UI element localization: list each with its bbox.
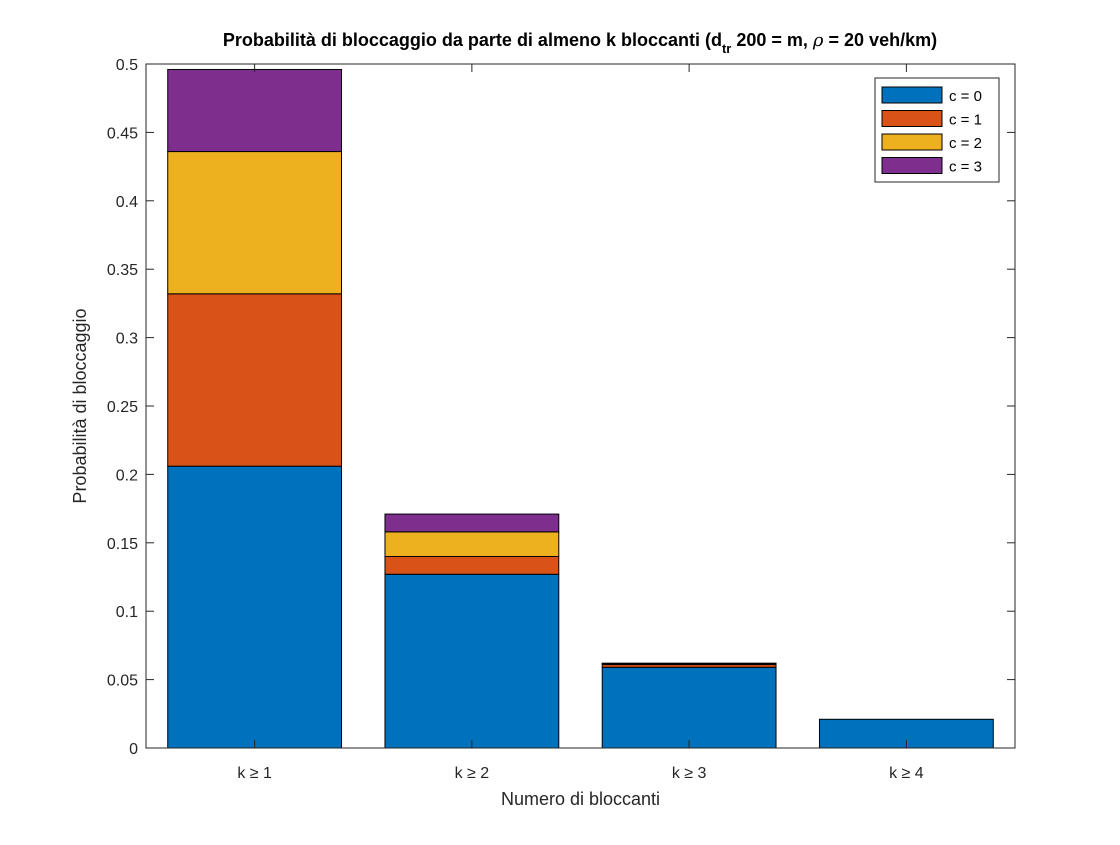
legend: c = 0 c = 1 c = 2 c = 3 bbox=[874, 77, 1000, 183]
chart-title-middle: 200 = m, bbox=[731, 30, 813, 50]
legend-swatch bbox=[881, 157, 943, 174]
chart-title-rho: ρ bbox=[812, 30, 824, 51]
y-tick-label: 0.4 bbox=[116, 194, 138, 211]
y-tick-label: 0.05 bbox=[107, 673, 138, 690]
bar-segment bbox=[384, 555, 560, 575]
y-tick-label: 0.5 bbox=[116, 57, 138, 74]
ticks-group: 0 0.05 0.1 0.15 0.2 0.25 0.3 0.35 0.4 0.45 0.5 k ≥ … bbox=[107, 57, 1015, 782]
x-tick-label: k ≥ 1 bbox=[237, 765, 272, 782]
bar-segment bbox=[167, 151, 343, 295]
chart-title-subscript: tr bbox=[722, 41, 731, 56]
chart-title-suffix: = 20 veh/km) bbox=[824, 30, 938, 50]
y-tick-label: 0.2 bbox=[116, 467, 138, 484]
bar-segment bbox=[167, 68, 343, 153]
y-tick-label: 0.3 bbox=[116, 331, 138, 348]
legend-swatch bbox=[881, 86, 943, 104]
bar-segment bbox=[384, 513, 560, 533]
bar-segment bbox=[167, 465, 343, 749]
y-tick-label: 0.15 bbox=[107, 536, 138, 553]
y-tick-label: 0.35 bbox=[107, 262, 138, 279]
x-tick-label: k ≥ 2 bbox=[455, 765, 490, 782]
legend-label: c = 0 bbox=[949, 88, 982, 105]
bar-segment bbox=[601, 662, 777, 665]
bar-segment bbox=[384, 573, 560, 749]
y-tick-label: 0 bbox=[129, 741, 138, 758]
bar-segment bbox=[167, 293, 343, 467]
y-axis-label: Probabilità di bloccaggio bbox=[70, 308, 90, 503]
bar-segment bbox=[384, 531, 560, 557]
y-tick-label: 0.1 bbox=[116, 604, 138, 621]
chart-title: Probabilità di bloccaggio da parte di al… bbox=[223, 30, 937, 56]
legend-label: c = 3 bbox=[949, 159, 982, 176]
bar-segment bbox=[601, 666, 777, 749]
x-axis-label: Numero di bloccanti bbox=[501, 789, 660, 809]
y-tick-label: 0.45 bbox=[107, 125, 138, 142]
chart-title-prefix: Probabilità di bloccaggio da parte di al… bbox=[223, 30, 722, 50]
legend-swatch bbox=[881, 133, 943, 151]
x-tick-label: k ≥ 4 bbox=[889, 765, 924, 782]
y-tick-label: 0.25 bbox=[107, 399, 138, 416]
bars-group bbox=[167, 68, 994, 749]
legend-label: c = 1 bbox=[949, 112, 982, 129]
legend-label: c = 2 bbox=[949, 135, 982, 152]
x-tick-label: k ≥ 3 bbox=[672, 765, 707, 782]
legend-swatch bbox=[881, 110, 943, 127]
